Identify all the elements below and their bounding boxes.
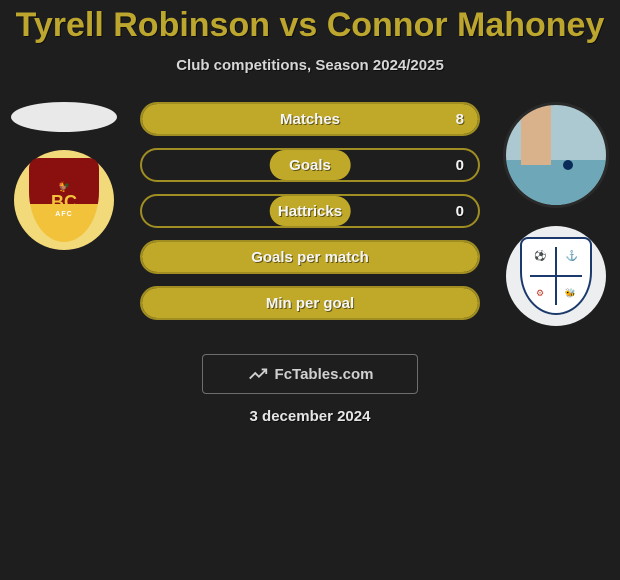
stat-goals-per-match: Goals per match xyxy=(140,240,480,274)
stat-label: Matches xyxy=(142,104,478,134)
stat-right-value: 0 xyxy=(456,150,464,180)
badge-barrow: ⚽ ⚓ ⚙ 🐝 xyxy=(520,237,592,315)
stat-min-per-goal: Min per goal xyxy=(140,286,480,320)
right-club-badge: ⚽ ⚓ ⚙ 🐝 xyxy=(506,226,606,326)
stat-label: Goals xyxy=(142,150,478,180)
left-player-photo xyxy=(11,102,117,132)
date-label: 3 december 2024 xyxy=(0,408,620,425)
watermark-text: FcTables.com xyxy=(275,366,374,383)
stat-goals: Goals 0 xyxy=(140,148,480,182)
stat-matches: Matches 8 xyxy=(140,102,480,136)
stat-right-value: 0 xyxy=(456,196,464,226)
badge-bc: 🐓 BC AFC xyxy=(29,158,99,242)
page-subtitle: Club competitions, Season 2024/2025 xyxy=(0,57,620,74)
comparison-panel: 🐓 BC AFC ⚽ ⚓ ⚙ 🐝 Matches xyxy=(0,102,620,342)
left-player-column: 🐓 BC AFC xyxy=(4,102,124,250)
left-club-badge: 🐓 BC AFC xyxy=(14,150,114,250)
stat-label: Goals per match xyxy=(142,242,478,272)
stat-hattricks: Hattricks 0 xyxy=(140,194,480,228)
stat-bars: Matches 8 Goals 0 Hattricks 0 Goals per … xyxy=(140,102,480,320)
right-player-photo xyxy=(503,102,609,208)
stat-label: Min per goal xyxy=(142,288,478,318)
stat-right-value: 8 xyxy=(456,104,464,134)
chart-icon xyxy=(247,363,269,385)
right-player-column: ⚽ ⚓ ⚙ 🐝 xyxy=(496,102,616,326)
page-title: Tyrell Robinson vs Connor Mahoney xyxy=(0,0,620,45)
stat-label: Hattricks xyxy=(142,196,478,226)
watermark: FcTables.com xyxy=(202,354,418,394)
